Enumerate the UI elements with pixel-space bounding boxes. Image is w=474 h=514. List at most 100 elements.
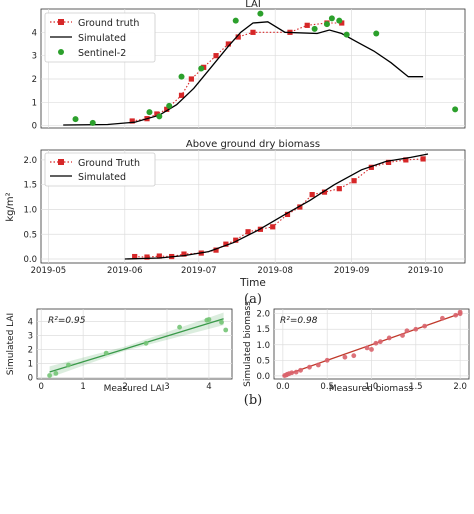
lai-legend-truth-label: Ground truth	[78, 18, 139, 29]
biomass-scatter-point	[315, 362, 321, 368]
lai-sentinel-2-point	[146, 109, 153, 116]
biomass-ground-truth-point	[309, 192, 315, 198]
lai-simulated-line	[63, 21, 424, 126]
lai-scatter-point	[143, 340, 149, 346]
biomass-scatter-point	[324, 357, 330, 363]
lai-sentinel-2-point	[257, 10, 264, 17]
biomass-scatter-point	[289, 370, 295, 376]
lai-ground-truth-point	[164, 106, 170, 112]
lai-scatter-point	[53, 371, 59, 376]
biomass-scatter-x-tick-label: 1.0	[365, 382, 379, 392]
lai-scatter-x-tick-label: 3	[164, 382, 169, 392]
biomass-legend-truth-marker	[58, 159, 64, 165]
panel-b-label: (b)	[244, 393, 262, 408]
lai-legend-sim-label: Simulated	[78, 33, 126, 44]
biomass-y-tick-label: 2.0	[23, 156, 37, 166]
lai-ground-truth-point	[250, 29, 256, 35]
lai-sentinel-2-point	[72, 116, 79, 123]
biomass-chart: Above ground dry biomass 0.0 0.5 1.0 1.5 2.0…	[5, 139, 466, 289]
biomass-y-tick-label: 1.5	[23, 181, 37, 191]
lai-ground-truth-point	[339, 20, 345, 26]
lai-y-tick-label: 3	[32, 52, 37, 62]
biomass-scatter-point	[373, 340, 379, 346]
biomass-y-axis-label: kg/m²	[5, 192, 16, 221]
lai-y-ticks: 0 1 2 3 4	[32, 28, 37, 131]
lai-ground-truth-point	[154, 111, 160, 117]
biomass-scatter-point	[298, 367, 303, 373]
biomass-scatter-point	[342, 354, 348, 360]
lai-sentinel-2-point	[198, 65, 205, 72]
lai-sentinel-2-point	[178, 73, 185, 80]
lai-sentinel-2-point	[89, 119, 96, 126]
biomass-scatter-x-tick-label: 2.0	[453, 382, 467, 392]
biomass-ground-truth-point	[144, 254, 150, 260]
biomass-ground-truth-point	[245, 229, 251, 235]
biomass-ground-truth-point	[284, 211, 291, 218]
biomass-scatter-point	[369, 347, 374, 352]
lai-ground-truth-point	[304, 22, 310, 28]
lai-scatter-y-tick-label: 4	[28, 318, 33, 328]
biomass-scatter-x-tick-label: 0.0	[276, 382, 290, 392]
lai-scatter-x-tick-label: 2	[122, 382, 127, 392]
biomass-scatter-point	[422, 323, 428, 329]
biomass-ground-truth-point	[351, 178, 357, 184]
lai-scatter-chart: 0 1 2 3 4 0 1 2 3 4 R²=0.95 Measured LAI Simulat…	[6, 308, 233, 394]
biomass-y-tick-label: 0.0	[23, 255, 37, 265]
biomass-ground-truth-point	[156, 253, 162, 259]
biomass-scatter-y-tick-label: 0.5	[256, 356, 270, 366]
biomass-scatter-point	[293, 369, 299, 375]
lai-y-tick-label: 0	[32, 122, 37, 132]
biomass-scatter-x-tick-label: 1.5	[409, 382, 423, 392]
biomass-series	[124, 153, 429, 260]
biomass-x-tick-label: 2019-08	[257, 266, 293, 276]
lai-ground-truth-point	[213, 53, 219, 59]
lai-ground-truth-point	[178, 92, 185, 98]
biomass-x-tick-label: 2019-09	[334, 266, 370, 276]
biomass-ground-truth-point	[368, 164, 374, 170]
lai-sentinel-2-point	[328, 15, 335, 22]
biomass-scatter-x-tick-label: 0.5	[320, 382, 334, 392]
biomass-scatter-fit-line	[282, 313, 461, 377]
biomass-title: Above ground dry biomass	[186, 139, 320, 150]
lai-scatter-point	[47, 373, 52, 378]
biomass-scatter-point	[351, 353, 357, 359]
lai-scatter-x-tick-label: 4	[206, 382, 211, 392]
biomass-scatter-marks	[282, 309, 463, 378]
lai-series	[63, 10, 459, 126]
biomass-scatter-point	[377, 339, 383, 345]
biomass-scatter-r2: R²=0.98	[280, 316, 318, 326]
biomass-ground-truth-point	[336, 186, 342, 192]
biomass-legend-sim-label: Simulated	[78, 172, 126, 183]
biomass-x-ticks: 2019-05 2019-06 2019-07 2019-08 2019-09 2019-…	[31, 266, 444, 276]
lai-legend-truth-marker	[58, 19, 64, 25]
lai-sentinel-2-point	[166, 102, 173, 109]
lai-scatter-x-label: Measured LAI	[104, 384, 165, 394]
biomass-x-tick-label: 2019-05	[31, 266, 67, 276]
lai-scatter-y-tick-label: 1	[28, 360, 33, 370]
lai-legend-box	[44, 12, 156, 63]
lai-scatter-y-tick-label: 2	[28, 346, 33, 356]
biomass-y-tick-label: 1.0	[23, 205, 37, 215]
biomass-legend-box	[44, 152, 156, 187]
lai-ground-truth-point	[188, 76, 194, 82]
biomass-scatter-point	[440, 315, 445, 321]
lai-sentinel-2-point	[336, 17, 343, 24]
biomass-scatter-y-tick-label: 2.0	[256, 310, 270, 320]
lai-scatter-point	[206, 317, 212, 322]
lai-title: LAI	[245, 0, 261, 10]
lai-legend-s2-label: Sentinel-2	[78, 48, 126, 59]
biomass-scatter-chart: 0.00.51.01.52.0 0.0 0.5 1.0 1.5 2.0 R²=0.98 …	[243, 301, 470, 394]
biomass-ground-truth-point	[403, 157, 409, 163]
lai-scatter-y-ticks: 0 1 2 3 4	[28, 318, 33, 384]
lai-scatter-fit-line	[49, 318, 224, 373]
biomass-scatter-y-label: Simulated biomass	[243, 301, 253, 387]
lai-scatter-y-tick-label: 0	[28, 374, 33, 384]
lai-scatter-r2: R²=0.95	[48, 316, 86, 326]
biomass-x-axis-label: Time	[239, 277, 266, 289]
biomass-scatter-point	[457, 311, 463, 317]
lai-sentinel-2-point	[156, 113, 163, 120]
biomass-ground-truth-point	[321, 189, 328, 195]
lai-legend-s2-marker	[58, 49, 64, 55]
biomass-scatter-point	[386, 335, 392, 341]
